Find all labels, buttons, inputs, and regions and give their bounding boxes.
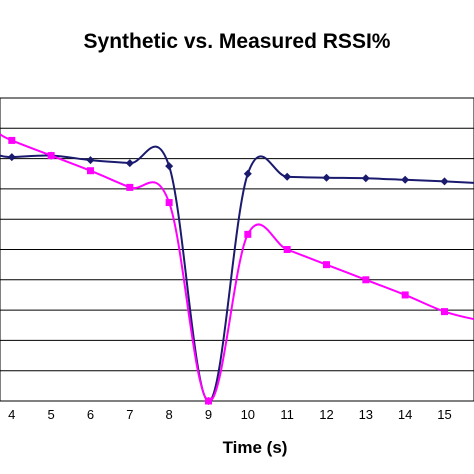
data-point-square [165,199,173,207]
x-tick-label: 9 [205,407,212,422]
x-tick-label: 13 [359,407,373,422]
x-tick-label: 4 [8,407,15,422]
data-point-diamond [361,174,370,183]
data-point-diamond [322,173,331,182]
x-axis-title: Time (s) [222,438,288,457]
data-point-square [401,291,409,299]
data-point-diamond [125,159,134,168]
x-tick-label: 6 [87,407,94,422]
x-tick-labels: 4 5 6 7 8 9 10 11 12 13 14 15 [8,407,452,422]
data-point-diamond [401,175,410,184]
data-point-square [362,276,370,284]
data-point-square [283,246,291,253]
x-tick-label: 11 [280,407,294,422]
data-point-diamond [243,169,252,178]
data-point-square [322,261,330,269]
series-line-1 [0,145,474,403]
data-point-square [440,308,448,316]
data-point-square [47,152,55,160]
x-tick-label: 5 [48,407,55,422]
data-point-diamond [165,162,174,171]
series-line-2 [0,133,474,403]
data-point-diamond [7,153,16,162]
data-point-diamond [440,177,449,186]
series-layer [0,133,474,403]
x-tick-label: 12 [319,407,333,422]
data-point-square [86,167,94,175]
data-point-square [204,397,212,405]
data-point-diamond [86,156,95,165]
x-tick-label: 7 [126,407,133,422]
data-point-square [8,136,16,144]
x-tick-label: 8 [166,407,173,422]
data-point-square [244,230,252,238]
chart-title: Synthetic vs. Measured RSSI% [83,30,391,53]
x-tick-label: 15 [437,407,451,422]
data-point-diamond [283,172,292,181]
data-point-square [126,183,134,191]
marker-layer [7,136,449,405]
x-tick-label: 10 [241,407,255,422]
x-tick-label: 14 [398,407,412,422]
